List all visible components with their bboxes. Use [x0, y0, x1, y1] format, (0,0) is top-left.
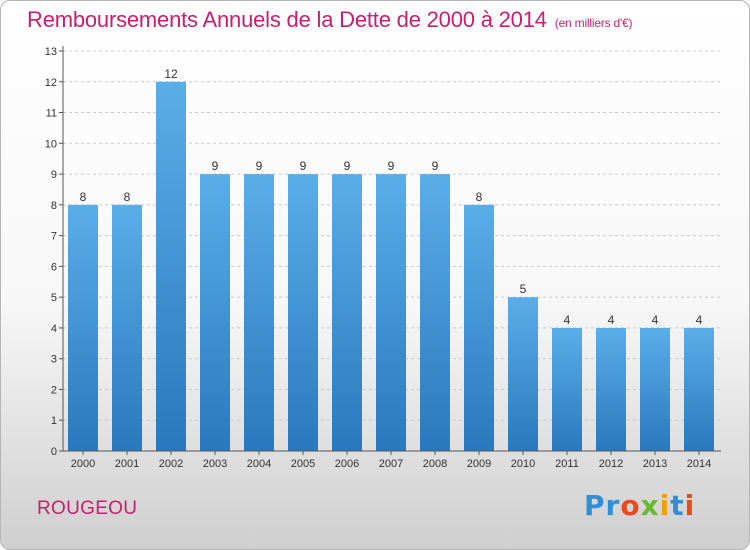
bar-2010[interactable]	[508, 297, 538, 451]
x-tick-label: 2007	[379, 458, 403, 470]
bar-2003[interactable]	[200, 174, 230, 452]
data-label: 8	[124, 190, 131, 204]
y-tick-label: 7	[51, 231, 57, 243]
x-tick-label: 2004	[247, 458, 271, 470]
bar-2002[interactable]	[156, 81, 186, 452]
data-label: 8	[80, 190, 87, 204]
y-tick-label: 12	[45, 77, 57, 89]
y-tick-label: 3	[51, 354, 57, 366]
data-label: 9	[432, 159, 439, 173]
x-tick-label: 2014	[687, 458, 711, 470]
data-label: 12	[164, 67, 178, 81]
y-tick-label: 8	[51, 200, 57, 212]
bar-2001[interactable]	[112, 204, 142, 451]
logo-letter: o	[620, 489, 641, 522]
bar-2006[interactable]	[332, 174, 362, 452]
bar-2014[interactable]	[684, 327, 714, 451]
data-label: 9	[212, 159, 219, 173]
chart-title: Remboursements Annuels de la Dette de 20…	[27, 7, 633, 33]
data-label: 9	[344, 159, 351, 173]
chart-subtitle: (en milliers d'€)	[554, 16, 633, 30]
y-tick-label: 0	[51, 446, 57, 458]
y-tick-label: 6	[51, 261, 57, 273]
data-label: 4	[564, 313, 571, 327]
x-tick-label: 2005	[291, 458, 315, 470]
x-tick-label: 2003	[203, 458, 227, 470]
bar-2004[interactable]	[244, 174, 274, 452]
y-tick-label: 10	[45, 138, 57, 150]
y-tick-label: 9	[51, 169, 57, 181]
x-tick-label: 2011	[555, 458, 579, 470]
logo-letter: x	[640, 489, 660, 522]
data-label: 4	[696, 313, 703, 327]
logo-letter: P	[584, 489, 606, 522]
labels: 0123456789101112138200082001122002920039…	[45, 46, 711, 470]
data-label: 8	[476, 190, 483, 204]
x-tick-label: 2001	[115, 458, 139, 470]
x-tick-label: 2002	[159, 458, 183, 470]
commune-name: ROUGEOU	[37, 498, 138, 519]
y-tick-label: 1	[51, 415, 57, 427]
bar-2012[interactable]	[596, 327, 626, 451]
x-tick-label: 2013	[643, 458, 667, 470]
x-tick-label: 2008	[423, 458, 447, 470]
bar-2009[interactable]	[464, 204, 494, 451]
bar-2008[interactable]	[420, 174, 450, 452]
bar-2000[interactable]	[68, 204, 98, 451]
axes	[59, 46, 721, 455]
data-label: 9	[300, 159, 307, 173]
bar-2011[interactable]	[552, 327, 582, 451]
proxiti-logo[interactable]: Proxiti	[584, 489, 695, 522]
data-label: 5	[520, 282, 527, 296]
data-label: 4	[608, 313, 615, 327]
y-tick-label: 4	[51, 323, 57, 335]
logo-letter: t	[670, 489, 685, 522]
bar-2007[interactable]	[376, 174, 406, 452]
x-tick-label: 2012	[599, 458, 623, 470]
x-tick-label: 2000	[71, 458, 95, 470]
logo-letter: r	[605, 489, 621, 522]
y-tick-label: 11	[46, 108, 57, 120]
logo-letter: i	[659, 489, 671, 522]
bar-2005[interactable]	[288, 174, 318, 452]
y-tick-label: 13	[45, 46, 57, 58]
x-tick-label: 2009	[467, 458, 491, 470]
y-tick-label: 5	[51, 292, 57, 304]
data-label: 9	[256, 159, 263, 173]
y-tick-label: 2	[51, 384, 57, 396]
x-tick-label: 2010	[511, 458, 535, 470]
data-label: 4	[652, 313, 659, 327]
chart-title-text: Remboursements Annuels de la Dette de 20…	[27, 7, 547, 32]
logo-letter: i	[684, 489, 696, 522]
data-label: 9	[388, 159, 395, 173]
bars	[68, 81, 714, 452]
x-tick-label: 2006	[335, 458, 359, 470]
bar-2013[interactable]	[640, 327, 670, 451]
